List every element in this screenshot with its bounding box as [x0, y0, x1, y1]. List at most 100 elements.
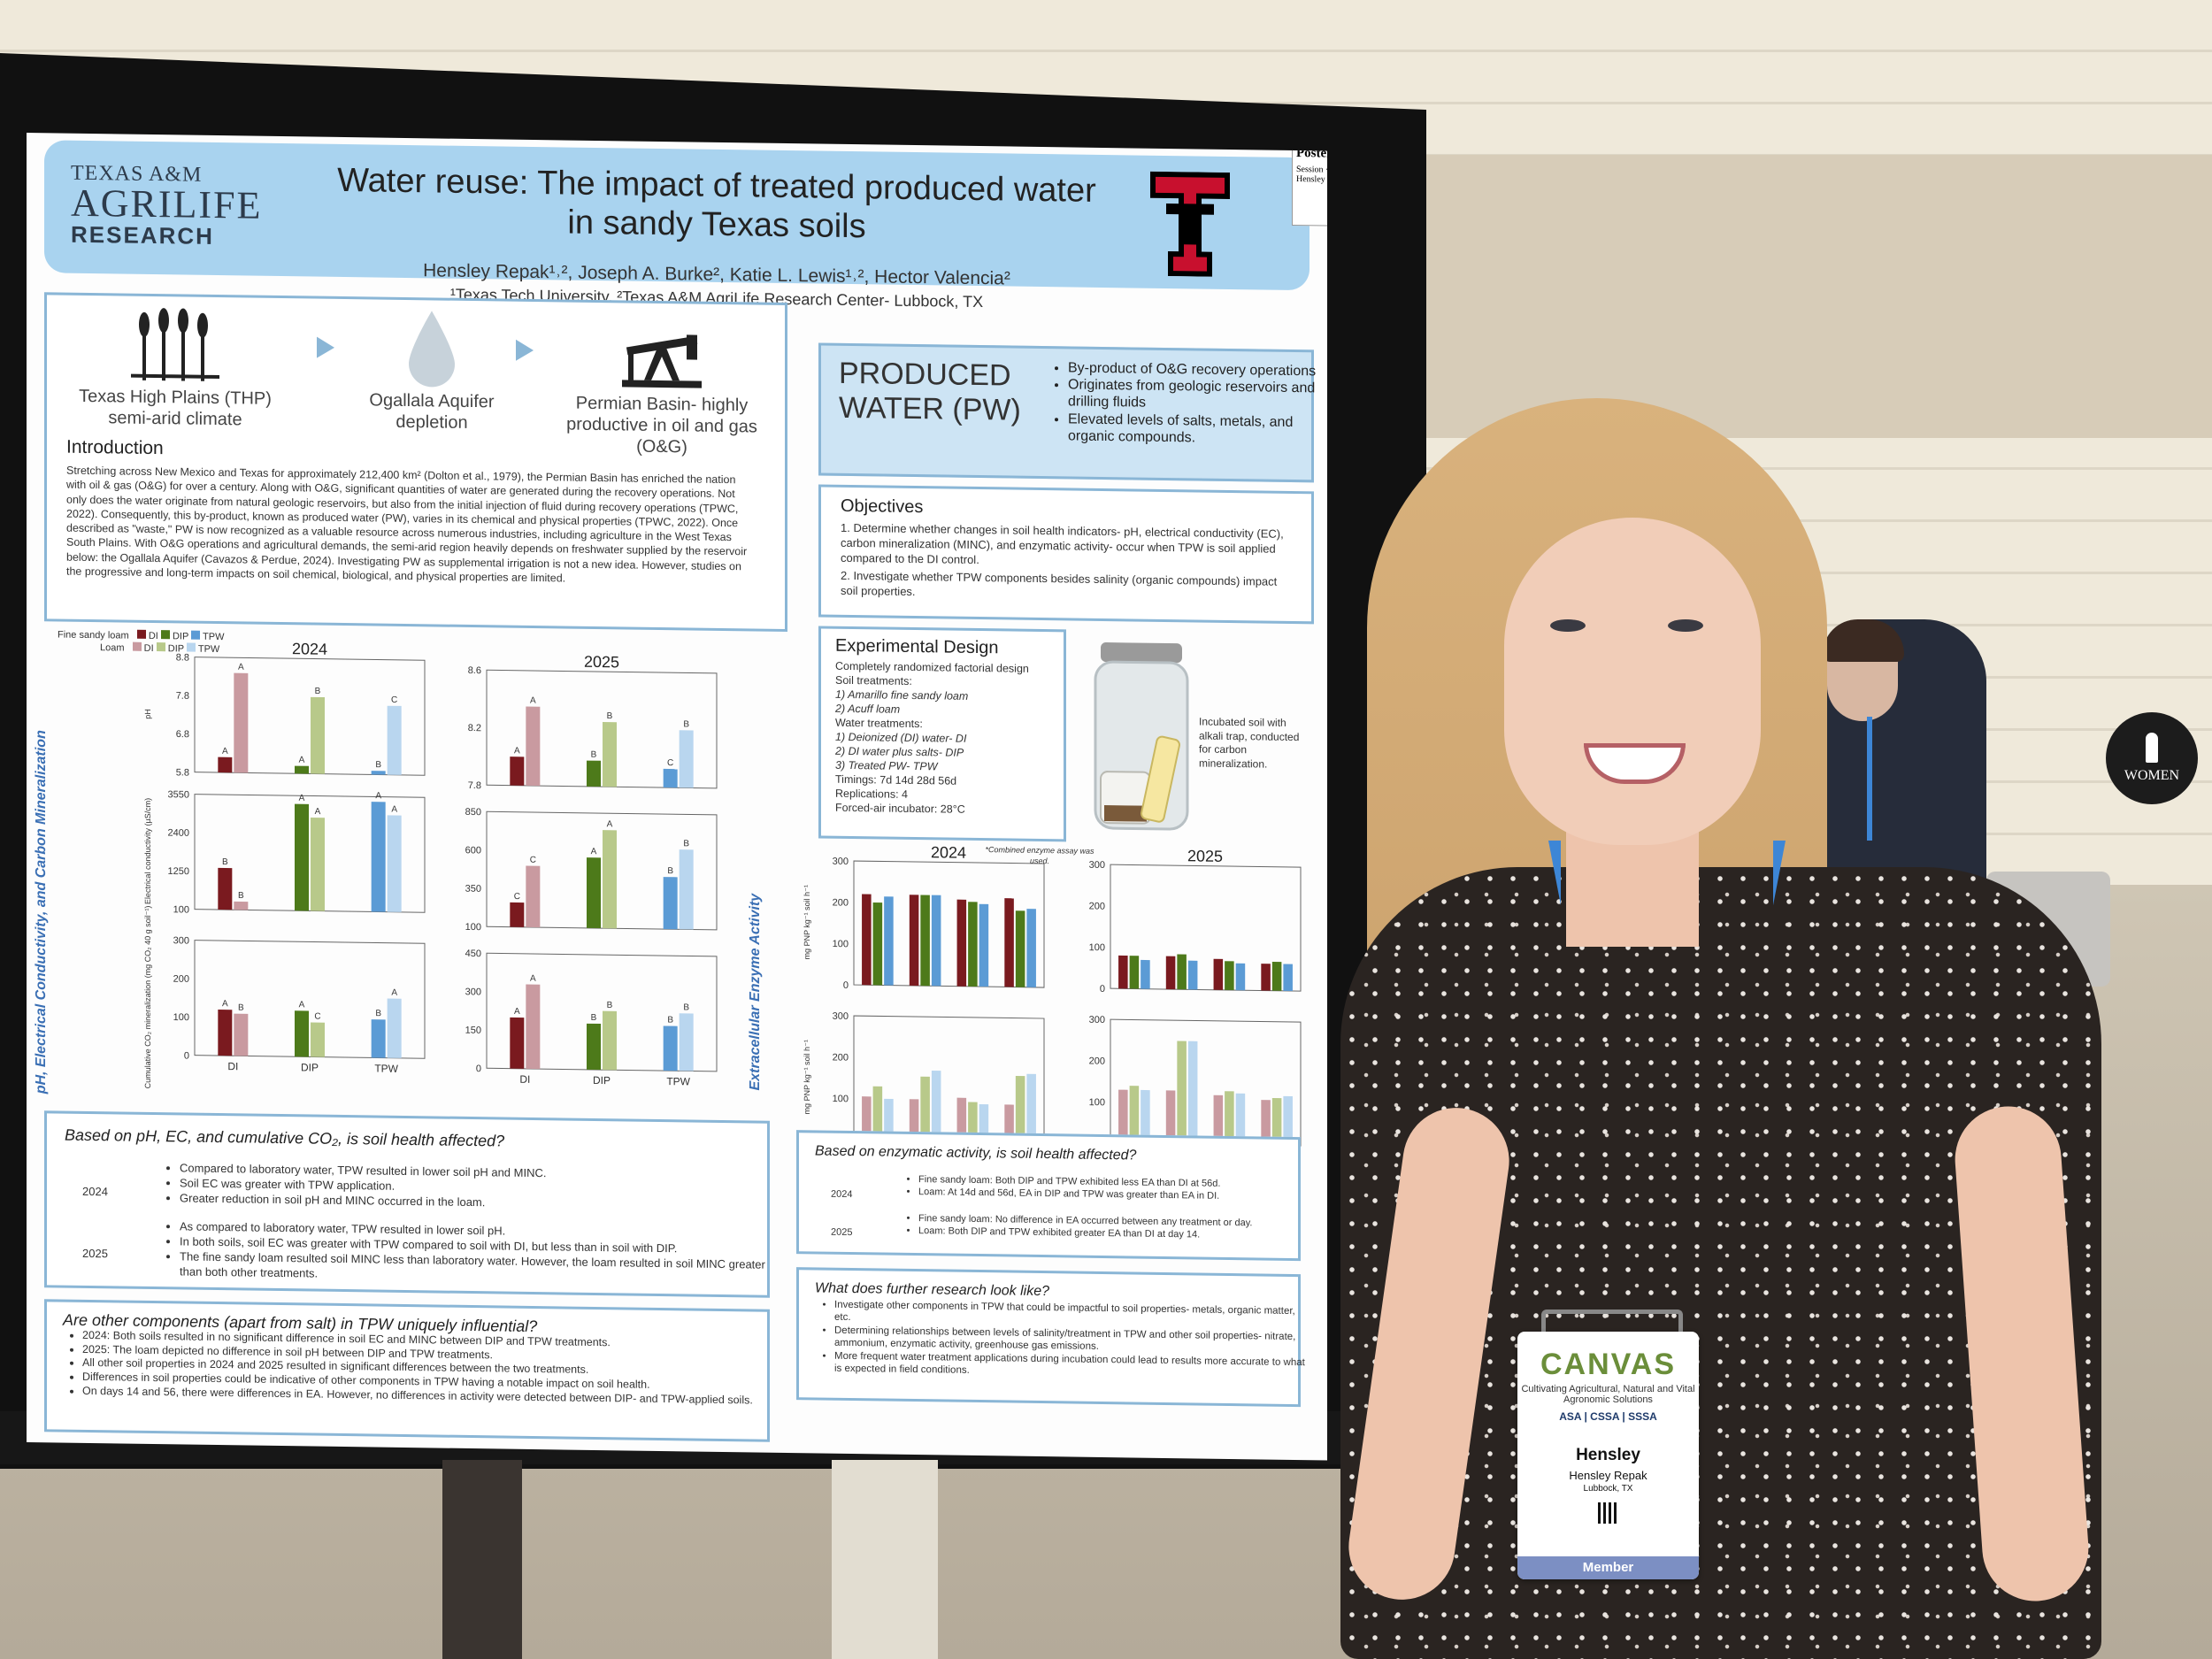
presenter-eye: [1550, 619, 1586, 632]
bar: [1261, 964, 1271, 991]
chart-frame: [194, 794, 426, 913]
y-tick-label: 3550: [168, 789, 189, 800]
bar: [218, 757, 233, 773]
bar: [526, 865, 541, 928]
y-tick-label: 1250: [168, 866, 189, 877]
bar: [603, 1010, 617, 1071]
bar: [510, 902, 525, 927]
bar: [909, 1099, 919, 1141]
x-tick-label: DIP: [593, 1074, 611, 1087]
significance-letter: A: [514, 1007, 520, 1017]
research-poster: TEXAS A&M AGRILIFE RESEARCH Water reuse:…: [27, 133, 1327, 1461]
bar: [931, 895, 941, 987]
q2-list-2025: Fine sandy loam: No difference in EA occ…: [883, 1212, 1317, 1243]
passerby-leg: [442, 1460, 522, 1659]
chart-frame: [486, 669, 718, 789]
poster-header: TEXAS A&M AGRILIFE RESEARCH Water reuse:…: [44, 140, 1310, 311]
wall-panel: [1416, 155, 2212, 438]
bar: [920, 895, 930, 987]
bar: [1261, 1100, 1271, 1146]
badge-location: Lubbock, TX: [1583, 1484, 1633, 1494]
y-tick-label: 100: [173, 1012, 189, 1023]
icons-row: Texas High Plains (THP) semi-arid climat…: [47, 303, 785, 457]
bar: [311, 817, 325, 911]
bar: [968, 1102, 978, 1142]
bar: [884, 896, 894, 986]
y-tick-label: 600: [465, 845, 481, 856]
y-tick-label: 0: [843, 980, 849, 991]
presenter-face: [1504, 518, 1761, 845]
significance-letter: A: [530, 974, 536, 984]
year-label-2024: 2024: [292, 640, 327, 658]
significance-letter: A: [299, 794, 305, 803]
significance-letter: B: [683, 719, 689, 729]
bar: [679, 1013, 694, 1071]
bar: [603, 721, 617, 787]
x-tick-label: DIP: [301, 1061, 319, 1073]
bar: [371, 1019, 386, 1058]
y-tick-label: 200: [1089, 1056, 1105, 1066]
bar-chart: 7.8 8.2 8.6 A A B B C B: [468, 665, 718, 791]
chart-frame: [1110, 1018, 1302, 1147]
name-badge: CANVAS Cultivating Agricultural, Natural…: [1517, 1332, 1699, 1579]
bar: [909, 895, 919, 987]
bar: [371, 802, 386, 912]
y-tick-label: 200: [173, 974, 189, 985]
bar: [956, 899, 967, 987]
badge-first-name: Hensley: [1576, 1446, 1640, 1464]
chart-frame: [853, 1015, 1045, 1143]
significance-letter: C: [314, 1012, 320, 1022]
bar: [587, 1023, 601, 1071]
significance-letter: A: [391, 988, 397, 998]
bar: [1015, 1075, 1025, 1142]
y-tick-label: 8.6: [468, 665, 481, 676]
intro-box: Texas High Plains (THP) semi-arid climat…: [44, 292, 787, 633]
y-tick-label: 0: [476, 1064, 481, 1074]
chevron-right-icon: [516, 339, 534, 361]
significance-letter: A: [222, 747, 228, 757]
chart-frame: [853, 860, 1045, 988]
y-tick-label: 200: [833, 1052, 849, 1063]
wheat-icon: [131, 308, 219, 381]
chart-frame: [194, 657, 426, 776]
bar: [1141, 1089, 1150, 1144]
bar: [1118, 955, 1128, 989]
bar-chart: 01002003007142856: [1089, 1015, 1302, 1163]
y-tick-label: 7.8: [176, 691, 189, 702]
texas-tech-logo-icon: [1150, 171, 1230, 277]
q1-year-2024: 2024: [82, 1184, 108, 1199]
y-tick-label: 7.8: [468, 780, 481, 791]
bar: [1026, 909, 1036, 987]
x-tick-label: TPW: [374, 1062, 398, 1074]
q2-box: Based on enzymatic activity, is soil hea…: [796, 1130, 1301, 1262]
bar: [1235, 1093, 1246, 1146]
significance-letter: A: [375, 791, 381, 801]
bar-chart: 5.8 6.8 7.8 8.8 pH A A A B B C: [143, 652, 426, 779]
q1-heading: Based on pH, EC, and cumulative CO₂, is …: [65, 1125, 505, 1150]
bar-chart: 0 100 200 300 mg PNP kg⁻¹ soil h⁻¹: [803, 856, 1045, 991]
y-tick-label: 8.8: [176, 652, 189, 663]
restroom-sign-label: WOMEN: [2124, 768, 2180, 783]
bar: [234, 901, 249, 910]
presenter-eye: [1668, 619, 1703, 632]
badge-member-strip: Member: [1517, 1556, 1699, 1579]
y-tick-label: 8.2: [468, 723, 481, 733]
bar: [295, 803, 309, 911]
bar-chart: 0 100 200 300: [1089, 860, 1302, 995]
oil-pump-icon: [622, 334, 702, 388]
y-tick-label: 100: [833, 939, 849, 949]
bar-chart: 0 100 200 300 Cumulative CO₂ mineralization …: [143, 905, 426, 1088]
q1-year-2025: 2025: [82, 1246, 108, 1261]
bar: [526, 706, 541, 787]
q2-year-2024: 2024: [831, 1188, 853, 1201]
significance-letter: C: [391, 695, 397, 705]
y-tick-label: 200: [1089, 901, 1105, 911]
significance-letter: B: [238, 891, 244, 901]
bar: [872, 902, 883, 986]
bar: [679, 730, 694, 788]
significance-letter: A: [530, 696, 536, 706]
bar: [1165, 956, 1176, 990]
bar: [1129, 956, 1140, 989]
